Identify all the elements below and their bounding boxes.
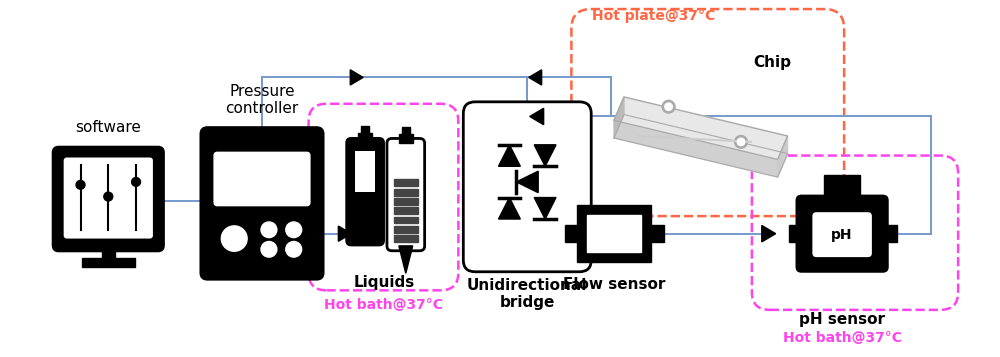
FancyBboxPatch shape <box>53 147 164 251</box>
Polygon shape <box>762 226 776 242</box>
Bar <box>402 127 410 134</box>
Polygon shape <box>778 136 788 177</box>
Bar <box>587 215 641 252</box>
Bar <box>358 133 372 143</box>
Bar <box>824 175 860 204</box>
FancyBboxPatch shape <box>463 102 591 272</box>
Text: Pressure
controller: Pressure controller <box>225 84 299 116</box>
Polygon shape <box>534 197 556 219</box>
Circle shape <box>665 103 672 110</box>
Polygon shape <box>614 115 788 177</box>
Polygon shape <box>614 97 788 160</box>
Text: pH sensor: pH sensor <box>799 312 885 327</box>
Bar <box>361 126 369 133</box>
Circle shape <box>286 222 302 238</box>
Bar <box>394 235 418 242</box>
FancyBboxPatch shape <box>387 139 425 251</box>
Text: Liquids: Liquids <box>353 275 415 290</box>
FancyBboxPatch shape <box>64 157 153 238</box>
Bar <box>565 225 578 242</box>
FancyBboxPatch shape <box>213 152 311 206</box>
Bar <box>651 225 664 242</box>
Polygon shape <box>516 171 538 193</box>
FancyBboxPatch shape <box>796 195 889 273</box>
Polygon shape <box>529 70 542 85</box>
Bar <box>789 225 802 242</box>
Bar <box>394 180 418 186</box>
Bar <box>394 217 418 223</box>
Polygon shape <box>350 70 363 85</box>
Polygon shape <box>614 97 624 138</box>
Polygon shape <box>499 145 520 166</box>
Circle shape <box>132 177 141 186</box>
Bar <box>394 207 418 214</box>
Polygon shape <box>338 226 351 241</box>
Bar <box>394 226 418 233</box>
Bar <box>355 151 375 192</box>
Circle shape <box>737 138 745 146</box>
Text: Chip: Chip <box>753 55 791 70</box>
Text: Unidirectional
bridge: Unidirectional bridge <box>467 278 587 310</box>
Bar <box>577 205 651 262</box>
FancyBboxPatch shape <box>812 212 872 257</box>
Text: Hot plate@37°C: Hot plate@37°C <box>592 9 715 23</box>
Circle shape <box>286 241 302 257</box>
Text: Hot bath@37°C: Hot bath@37°C <box>324 298 443 312</box>
Circle shape <box>662 100 675 113</box>
Text: software: software <box>75 120 141 135</box>
FancyBboxPatch shape <box>201 127 323 280</box>
Text: pH: pH <box>831 228 853 242</box>
Circle shape <box>221 226 247 251</box>
Polygon shape <box>399 246 413 273</box>
Bar <box>394 198 418 205</box>
Bar <box>102 245 115 260</box>
Polygon shape <box>499 197 520 219</box>
Bar <box>394 189 418 196</box>
Circle shape <box>261 241 277 257</box>
FancyBboxPatch shape <box>825 176 859 205</box>
Polygon shape <box>534 145 556 166</box>
FancyBboxPatch shape <box>345 137 385 246</box>
Bar <box>82 258 135 267</box>
Text: Flow sensor: Flow sensor <box>563 277 665 292</box>
Circle shape <box>261 222 277 238</box>
Text: Hot bath@37°C: Hot bath@37°C <box>783 331 902 345</box>
Circle shape <box>735 136 747 148</box>
Circle shape <box>76 180 85 189</box>
Bar <box>883 225 897 242</box>
Bar <box>399 134 413 144</box>
Circle shape <box>104 192 113 201</box>
Polygon shape <box>530 108 544 125</box>
